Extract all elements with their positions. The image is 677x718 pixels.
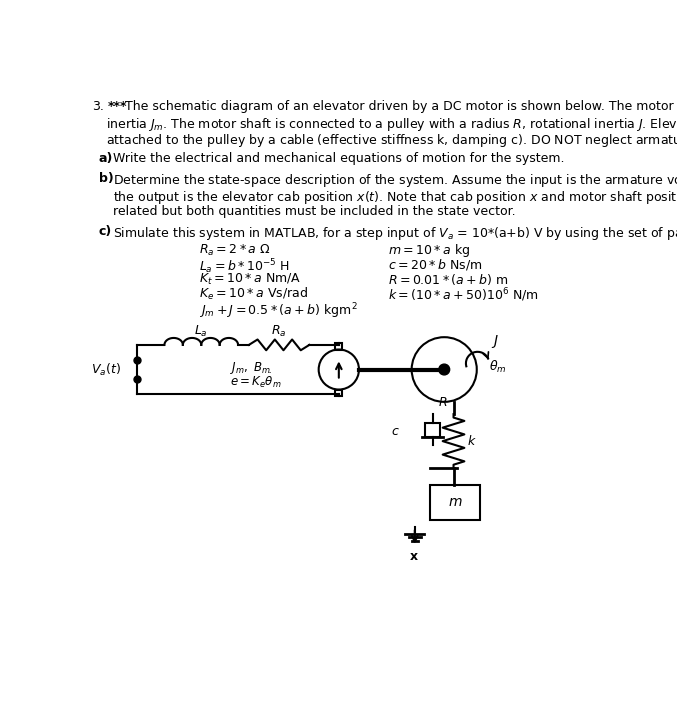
Text: $R = 0.01 * (a + b)\ \mathrm{m}$: $R = 0.01 * (a + b)\ \mathrm{m}$ [389,271,509,286]
Text: the output is the elevator cab position $x(t)$. Note that cab position $x$ and m: the output is the elevator cab position … [112,189,677,205]
Text: $c = 20 * b\ \mathrm{Ns/m}$: $c = 20 * b\ \mathrm{Ns/m}$ [389,257,483,272]
Circle shape [439,364,450,375]
Text: $L_a = b * 10^{-5}\ \mathrm{H}$: $L_a = b * 10^{-5}\ \mathrm{H}$ [199,257,290,276]
Bar [335,390,343,396]
Text: $R_a = 2 * a\ \Omega$: $R_a = 2 * a\ \Omega$ [199,243,271,258]
Text: a): a) [99,152,113,165]
Text: Write the electrical and mechanical equations of motion for the system.: Write the electrical and mechanical equa… [112,152,564,165]
Text: inertia $J_m$. The motor shaft is connected to a pulley with a radius $R$, rotat: inertia $J_m$. The motor shaft is connec… [106,116,677,134]
Text: $K_t = 10 * a\ \mathrm{Nm/A}$: $K_t = 10 * a\ \mathrm{Nm/A}$ [199,271,301,286]
Text: $V_a(t)$: $V_a(t)$ [91,361,121,378]
Text: c): c) [99,225,112,238]
Text: b): b) [99,172,113,185]
Text: The schematic diagram of an elevator driven by a DC motor is shown below. The mo: The schematic diagram of an elevator dri… [125,100,677,113]
Text: Determine the state-space description of the system. Assume the input is the arm: Determine the state-space description of… [112,172,677,190]
Text: $m$: $m$ [447,495,462,509]
Text: $J_m,\ B_m$: $J_m,\ B_m$ [230,360,271,376]
Text: $e = K_e\dot{\theta}_m$: $e = K_e\dot{\theta}_m$ [230,371,282,390]
Bar [335,342,343,350]
Text: $\mathbf{x}$: $\mathbf{x}$ [409,550,418,563]
Text: ***: *** [108,100,127,113]
Text: Simulate this system in MATLAB, for a step input of $V_a$ = 10*(a+b) V by using : Simulate this system in MATLAB, for a st… [112,225,677,242]
Text: $J_m +J = 0.5 * (a + b)\ \mathrm{kgm}^2$: $J_m +J = 0.5 * (a + b)\ \mathrm{kgm}^2$ [199,301,358,321]
Text: $J$: $J$ [491,333,499,350]
Text: $R$: $R$ [438,396,447,409]
Bar [431,485,480,520]
Bar [425,423,440,437]
Text: 3.: 3. [92,100,104,113]
Text: $R_a$: $R_a$ [271,325,286,340]
Text: related but both quantities must be included in the state vector.: related but both quantities must be incl… [112,205,515,218]
Text: $k = (10 * a + 50)10^6\ \mathrm{N/m}$: $k = (10 * a + 50)10^6\ \mathrm{N/m}$ [389,286,540,304]
Text: $\theta_m$: $\theta_m$ [489,359,507,376]
Text: $m = 10 * a\ \mathrm{kg}$: $m = 10 * a\ \mathrm{kg}$ [389,243,471,259]
Text: $c$: $c$ [391,424,399,437]
Text: $L_a$: $L_a$ [194,325,208,340]
Text: $k$: $k$ [468,434,477,448]
Text: $K_e = 10 * a\ \mathrm{Vs/rad}$: $K_e = 10 * a\ \mathrm{Vs/rad}$ [199,286,308,302]
Text: attached to the pulley by a cable (effective stiffness k, damping c). DO NOT neg: attached to the pulley by a cable (effec… [106,132,677,149]
